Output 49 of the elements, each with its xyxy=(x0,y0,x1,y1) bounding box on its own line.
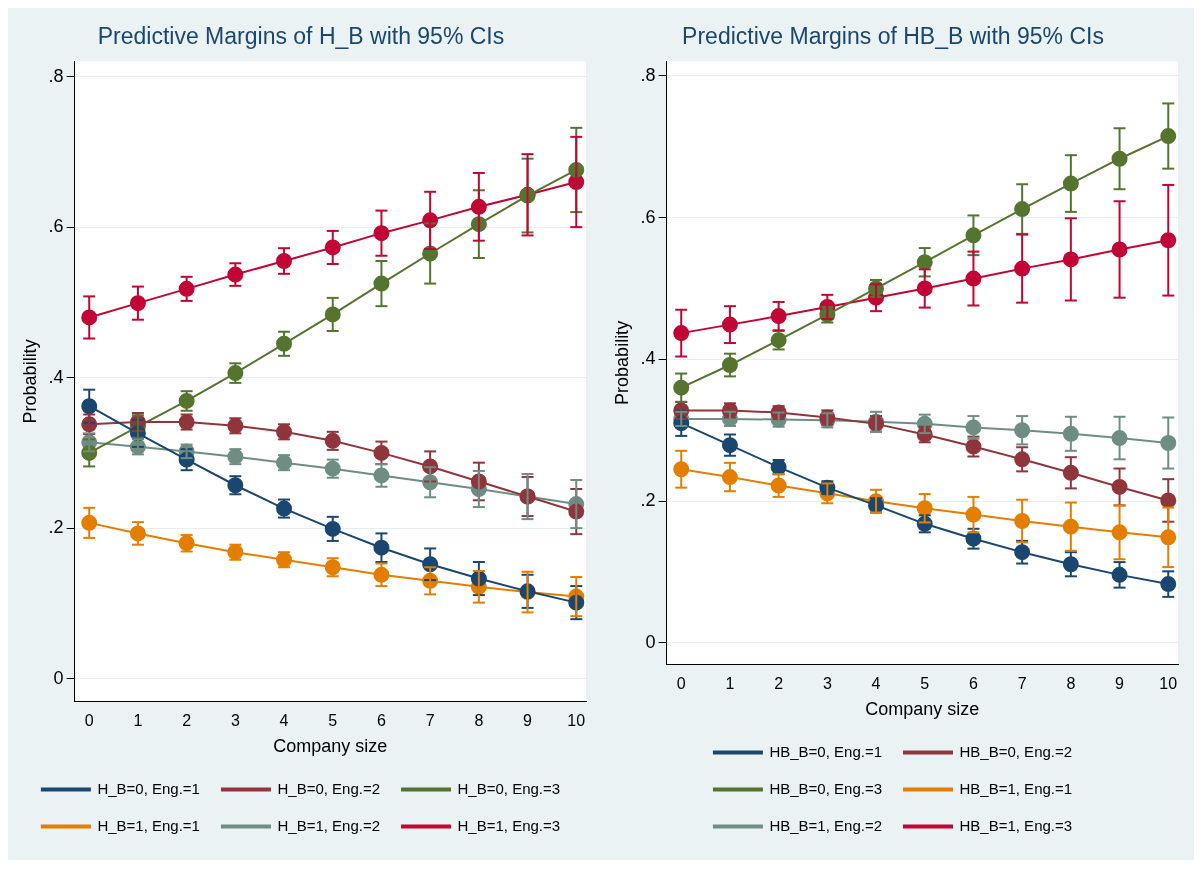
y-tick-label: .8 xyxy=(640,64,656,85)
legend-label: H_B=1, Eng.=3 xyxy=(457,816,561,834)
x-tick-label: 0 xyxy=(84,712,94,730)
x-tick-label: 5 xyxy=(328,712,338,730)
legend-label: H_B=1, Eng.=1 xyxy=(97,816,200,834)
x-tick-label: 7 xyxy=(425,712,435,730)
x-axis-title: Company size xyxy=(865,699,980,720)
y-tick-label: .6 xyxy=(640,206,656,227)
y-tick-label: .4 xyxy=(48,366,64,387)
x-tick-label: 9 xyxy=(1115,675,1125,693)
legend-label: HB_B=1, Eng.=2 xyxy=(769,816,883,834)
y-axis-title: Probability xyxy=(611,320,632,405)
y-tick-label: .4 xyxy=(640,348,656,369)
chart-title: Predictive Margins of H_B with 95% CIs xyxy=(97,23,505,50)
x-tick-label: 8 xyxy=(474,712,484,730)
legend-label: HB_B=0, Eng.=2 xyxy=(959,742,1073,760)
y-axis-title: Probability xyxy=(19,339,40,424)
legend-label: H_B=0, Eng.=1 xyxy=(97,779,200,797)
x-tick-label: 1 xyxy=(725,675,735,693)
x-tick-label: 3 xyxy=(822,675,832,693)
legend-label: HB_B=1, Eng.=1 xyxy=(959,779,1073,797)
x-tick-label: 4 xyxy=(871,675,881,693)
x-tick-label: 2 xyxy=(182,712,192,730)
x-tick-label: 0 xyxy=(676,675,686,693)
legend-label: H_B=1, Eng.=2 xyxy=(277,816,381,834)
x-tick-label: 2 xyxy=(774,675,784,693)
legend-label: HB_B=0, Eng.=1 xyxy=(769,742,883,760)
x-tick-label: 10 xyxy=(567,712,586,730)
x-tick-label: 7 xyxy=(1017,675,1027,693)
y-tick-label: 0 xyxy=(645,631,656,652)
legend-label: HB_B=1, Eng.=3 xyxy=(959,816,1073,834)
x-tick-label: 6 xyxy=(968,675,978,693)
y-tick-label: .2 xyxy=(640,490,656,511)
legend-label: H_B=0, Eng.=2 xyxy=(277,779,381,797)
legend-label: H_B=0, Eng.=3 xyxy=(457,779,561,797)
y-tick-label: .8 xyxy=(48,65,64,86)
legend-label: HB_B=0, Eng.=3 xyxy=(769,779,883,797)
chart-title: Predictive Margins of HB_B with 95% CIs xyxy=(682,23,1104,50)
x-tick-label: 5 xyxy=(920,675,930,693)
x-tick-label: 10 xyxy=(1159,675,1178,693)
x-tick-label: 3 xyxy=(230,712,240,730)
x-tick-label: 9 xyxy=(523,712,533,730)
y-tick-label: .2 xyxy=(48,517,64,538)
x-tick-label: 1 xyxy=(133,712,143,730)
x-axis-title: Company size xyxy=(273,736,388,757)
x-tick-label: 6 xyxy=(376,712,386,730)
x-tick-label: 8 xyxy=(1066,675,1076,693)
x-tick-label: 4 xyxy=(279,712,289,730)
y-tick-label: .6 xyxy=(48,216,64,237)
